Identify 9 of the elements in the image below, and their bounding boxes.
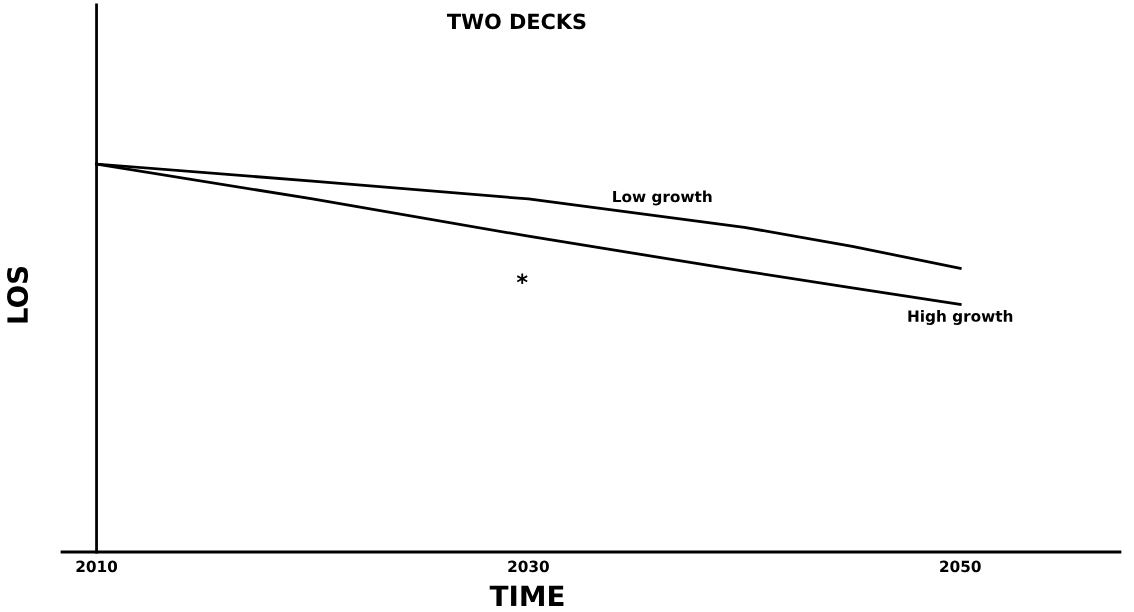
- x-tick-label: 2010: [76, 560, 118, 573]
- chart-title: TWO DECKS: [446, 13, 586, 30]
- series-label: High growth: [908, 310, 1013, 325]
- annotation: *: [516, 273, 528, 284]
- y-axis-title: LOS: [7, 266, 29, 323]
- x-axis-title: TIME: [489, 585, 564, 606]
- x-tick-label: 2050: [940, 560, 981, 573]
- x-tick-label: 2030: [508, 560, 549, 573]
- series-label: Low growth: [613, 190, 712, 206]
